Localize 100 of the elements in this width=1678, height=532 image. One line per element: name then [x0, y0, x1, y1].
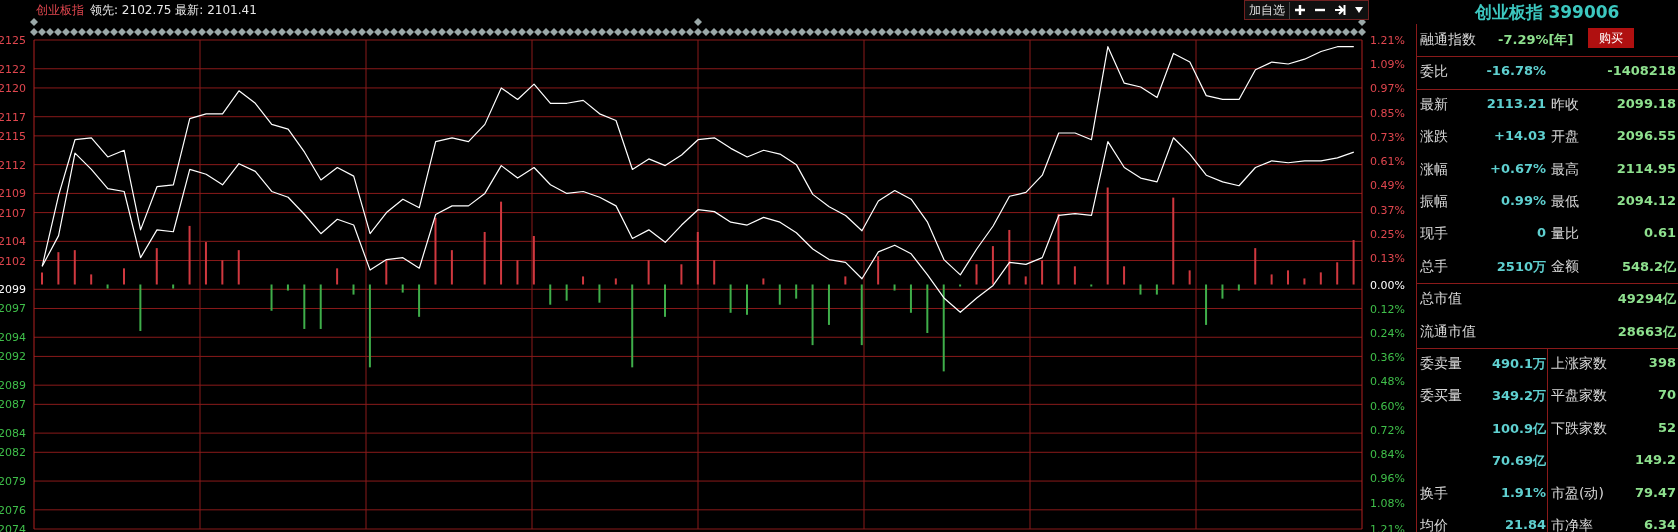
text: 涨幅: [1420, 160, 1448, 179]
bar: [90, 274, 93, 285]
bar: [418, 284, 421, 317]
text: 28663亿: [1617, 322, 1676, 341]
bar: [319, 284, 322, 329]
text: 均价: [1420, 517, 1448, 532]
bar: [1090, 284, 1093, 287]
bar: [893, 284, 896, 291]
bar: [1073, 266, 1076, 285]
text: 0: [1536, 225, 1546, 241]
y2-tick-label: 0.25%: [1370, 227, 1405, 241]
text: 购买: [1588, 28, 1634, 48]
text: 最低: [1551, 193, 1579, 211]
text: 70.69亿: [1491, 452, 1546, 471]
bar: [516, 260, 519, 285]
text: -16.78%: [1486, 63, 1546, 79]
bar: [1254, 248, 1257, 285]
bar: [385, 260, 388, 285]
bar: [401, 284, 404, 293]
y2-tick-label: 0.97%: [1370, 82, 1405, 96]
bar: [1319, 272, 1322, 285]
text: 2094.12: [1616, 193, 1676, 208]
bar: [204, 242, 207, 285]
text: 49294亿: [1617, 290, 1676, 309]
y2-tick-label: 0.37%: [1370, 203, 1405, 217]
y2-tick-label: 0.73%: [1370, 130, 1405, 144]
text: 149.2: [1634, 452, 1676, 468]
bar: [57, 252, 60, 285]
bar: [155, 248, 158, 285]
text: 涨跌: [1420, 128, 1448, 147]
bar: [745, 284, 748, 315]
y2-tick-label: 0.85%: [1370, 106, 1405, 120]
bar: [303, 284, 306, 329]
text: 21.84: [1504, 517, 1546, 532]
bar: [696, 231, 699, 285]
bar: [1287, 270, 1290, 285]
text: 398: [1648, 355, 1676, 370]
y2-tick-label: 0.60%: [1370, 399, 1405, 413]
bar: [680, 264, 683, 285]
text: 2510万: [1496, 257, 1546, 276]
text: 79.47: [1634, 484, 1676, 500]
bar: [860, 284, 863, 346]
text: 2096.55: [1616, 128, 1676, 144]
text: 上涨家数: [1551, 355, 1607, 373]
y2-tick-label: 0.12%: [1370, 302, 1405, 316]
bar: [172, 284, 175, 289]
y2-tick-label: 0.72%: [1370, 423, 1405, 437]
text: 市盈(动): [1551, 484, 1604, 503]
text: 现手: [1420, 225, 1448, 244]
text: 2113.21: [1486, 95, 1546, 111]
bar: [959, 284, 962, 287]
bar: [270, 284, 273, 311]
text: 平盘家数: [1551, 387, 1607, 406]
bar: [352, 284, 355, 295]
text: 总手: [1420, 257, 1448, 276]
bar: [1303, 278, 1306, 285]
bar: [336, 268, 339, 285]
text: 量比: [1551, 225, 1579, 244]
bar: [926, 284, 929, 333]
text: 市净率: [1551, 517, 1593, 532]
bar: [582, 276, 585, 285]
text: 2114.95: [1616, 160, 1676, 176]
bar: [598, 284, 601, 303]
text: 548.2亿: [1621, 257, 1676, 276]
bar: [909, 284, 912, 313]
bar: [73, 250, 76, 285]
y2-tick-label: 1.21%: [1370, 34, 1405, 47]
text: 开盘: [1551, 128, 1579, 147]
text: 创业板指 399006: [1473, 1, 1621, 24]
bar: [450, 250, 453, 285]
bar: [368, 284, 371, 368]
y2-tick-label: 1.09%: [1370, 58, 1405, 72]
bar: [1188, 270, 1191, 285]
chart-subtitle: 领先: 2102.75 最新: 2101.41: [90, 3, 257, 17]
text: 70: [1657, 387, 1676, 403]
bar: [778, 284, 781, 305]
bar: [1205, 284, 1208, 325]
bar: [991, 246, 994, 285]
bar: [729, 284, 732, 313]
text: 振幅: [1420, 193, 1448, 211]
bar: [41, 272, 43, 285]
bar: [1352, 240, 1355, 285]
bar: [664, 284, 667, 317]
bar: [122, 268, 125, 285]
bar: [631, 284, 634, 368]
bar: [1057, 213, 1060, 285]
y2-tick-label: 0.24%: [1370, 327, 1405, 340]
bar: [565, 284, 568, 301]
bar: [647, 260, 650, 285]
bar: [1139, 284, 1142, 295]
text: 加自选: [1245, 1, 1290, 19]
bar: [1008, 229, 1011, 285]
bar: [1041, 260, 1044, 285]
text: +0.67%: [1490, 160, 1546, 176]
text: +14.03: [1493, 128, 1546, 144]
text: 金额: [1551, 257, 1579, 276]
text: 最新: [1420, 95, 1448, 114]
bar: [1336, 262, 1339, 285]
bar: [844, 276, 847, 285]
bar: [500, 201, 503, 285]
